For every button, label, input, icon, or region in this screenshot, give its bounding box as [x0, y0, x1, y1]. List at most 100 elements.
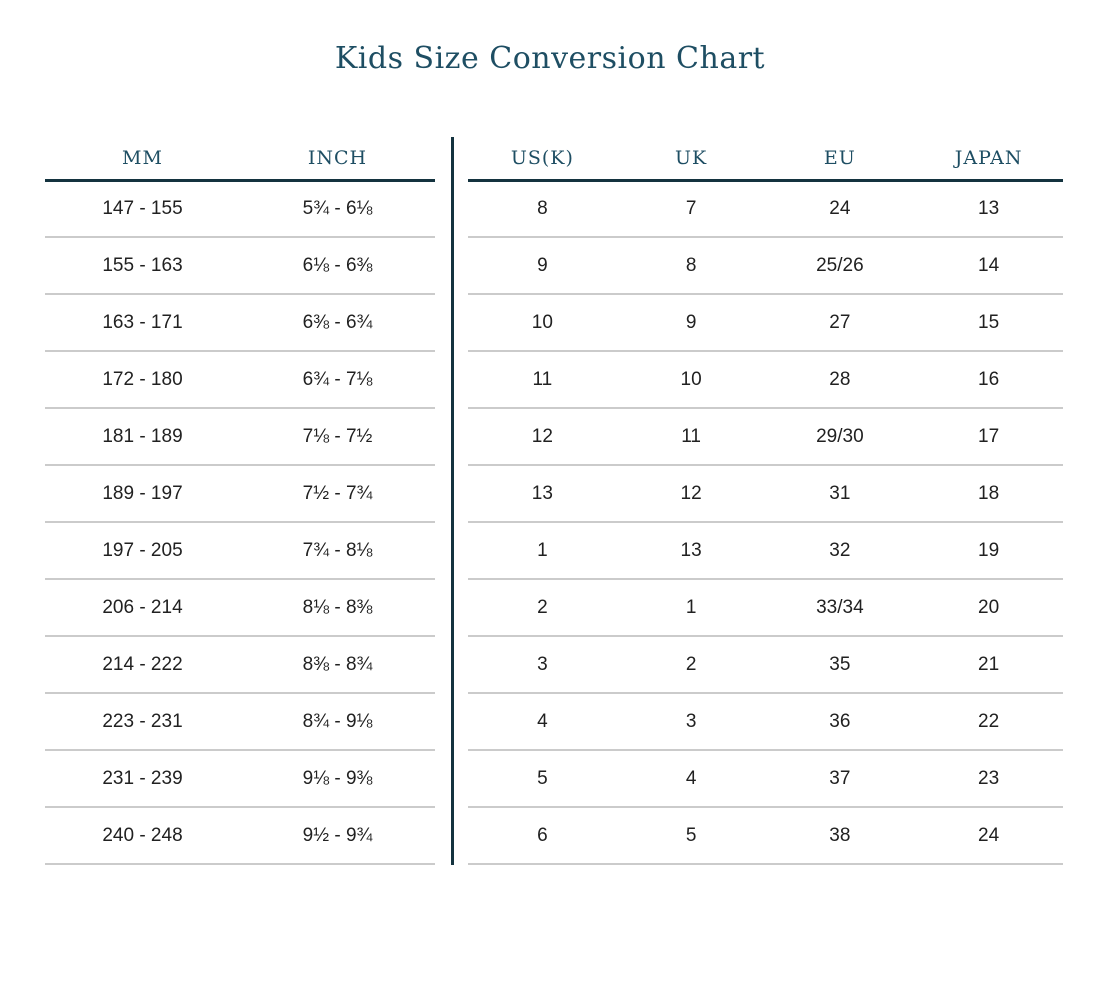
- column-header: US(K): [468, 137, 617, 182]
- table-cell: 22: [914, 693, 1063, 751]
- table-cell: 155 - 163: [45, 237, 240, 295]
- table-cell: 5¾ - 6⅛: [240, 180, 435, 238]
- table-row: 10 9 27 15: [468, 294, 1063, 352]
- table-cell: 12: [616, 465, 766, 523]
- table-cell: 2: [468, 579, 617, 637]
- table-cell: 231 - 239: [45, 750, 240, 808]
- table-cell: 147 - 155: [45, 180, 240, 238]
- table-cell: 8: [468, 180, 617, 238]
- table-row: 9 8 25/26 14: [468, 237, 1063, 295]
- table-cell: 13: [468, 465, 617, 523]
- table-row: 5 4 37 23: [468, 750, 1063, 808]
- table-cell: 32: [765, 522, 915, 580]
- table-row: 155 - 163 6⅛ - 6⅜: [45, 237, 435, 295]
- table-cell: 37: [765, 750, 915, 808]
- table-row: 13 12 31 18: [468, 465, 1063, 523]
- table-cell: 27: [765, 294, 915, 352]
- table-cell: 197 - 205: [45, 522, 240, 580]
- column-header: INCH: [240, 137, 435, 182]
- table-cell: 189 - 197: [45, 465, 240, 523]
- table-cell: 2: [616, 636, 766, 694]
- table-cell: 9½ - 9¾: [240, 807, 435, 865]
- table-row: 223 - 231 8¾ - 9⅛: [45, 693, 435, 751]
- international-sizes-table: US(K) UK EU JAPAN 8 7 24 13 9 8 25/26 14 10 9 27 15 11 1…: [468, 137, 1063, 865]
- table-cell: 23: [914, 750, 1063, 808]
- table-cell: 11: [616, 408, 766, 466]
- table-cell: 10: [616, 351, 766, 409]
- table-cell: 12: [468, 408, 617, 466]
- table-cell: 5: [616, 807, 766, 865]
- column-header: EU: [765, 137, 915, 182]
- table-row: 6 5 38 24: [468, 807, 1063, 865]
- table-row: 206 - 214 8⅛ - 8⅜: [45, 579, 435, 637]
- table-row: 231 - 239 9⅛ - 9⅜: [45, 750, 435, 808]
- table-cell: 206 - 214: [45, 579, 240, 637]
- tables-container: MM INCH 147 - 155 5¾ - 6⅛ 155 - 163 6⅛ - 6⅜ 1…: [45, 137, 1063, 865]
- table-cell: 35: [765, 636, 915, 694]
- table-row: 214 - 222 8⅜ - 8¾: [45, 636, 435, 694]
- table-row: 3 2 35 21: [468, 636, 1063, 694]
- table-cell: 172 - 180: [45, 351, 240, 409]
- table-row: 181 - 189 7⅛ - 7½: [45, 408, 435, 466]
- table-cell: 6⅜ - 6¾: [240, 294, 435, 352]
- international-sizes-table-body: 8 7 24 13 9 8 25/26 14 10 9 27 15 11 10 28 16 12 11 29/30 1…: [468, 180, 1063, 865]
- column-header: MM: [45, 137, 240, 182]
- table-row: 197 - 205 7¾ - 8⅛: [45, 522, 435, 580]
- table-row: 163 - 171 6⅜ - 6¾: [45, 294, 435, 352]
- table-cell: 1: [616, 579, 766, 637]
- table-cell: 19: [914, 522, 1063, 580]
- mm-inch-table-header: MM INCH: [45, 137, 435, 182]
- table-row: 147 - 155 5¾ - 6⅛: [45, 180, 435, 238]
- table-cell: 24: [914, 807, 1063, 865]
- table-cell: 36: [765, 693, 915, 751]
- mm-inch-table: MM INCH 147 - 155 5¾ - 6⅛ 155 - 163 6⅛ - 6⅜ 1…: [45, 137, 435, 865]
- table-cell: 7¾ - 8⅛: [240, 522, 435, 580]
- table-cell: 6⅛ - 6⅜: [240, 237, 435, 295]
- size-conversion-page: Kids Size Conversion Chart MM INCH 147 - …: [0, 38, 1100, 991]
- page-title: Kids Size Conversion Chart: [334, 41, 766, 76]
- table-cell: 3: [468, 636, 617, 694]
- table-cell: 214 - 222: [45, 636, 240, 694]
- table-cell: 8⅛ - 8⅜: [240, 579, 435, 637]
- table-cell: 8: [616, 237, 766, 295]
- table-cell: 38: [765, 807, 915, 865]
- table-cell: 31: [765, 465, 915, 523]
- table-cell: 25/26: [765, 237, 915, 295]
- table-cell: 6¾ - 7⅛: [240, 351, 435, 409]
- table-cell: 16: [914, 351, 1063, 409]
- table-cell: 13: [914, 180, 1063, 238]
- table-cell: 163 - 171: [45, 294, 240, 352]
- table-cell: 9: [616, 294, 766, 352]
- table-cell: 24: [765, 180, 915, 238]
- table-cell: 7: [616, 180, 766, 238]
- table-cell: 181 - 189: [45, 408, 240, 466]
- table-row: 172 - 180 6¾ - 7⅛: [45, 351, 435, 409]
- table-cell: 4: [616, 750, 766, 808]
- table-cell: 9: [468, 237, 617, 295]
- table-cell: 29/30: [765, 408, 915, 466]
- table-cell: 13: [616, 522, 766, 580]
- table-cell: 7½ - 7¾: [240, 465, 435, 523]
- table-cell: 1: [468, 522, 617, 580]
- table-row: 1 13 32 19: [468, 522, 1063, 580]
- table-cell: 240 - 248: [45, 807, 240, 865]
- table-row: 8 7 24 13: [468, 180, 1063, 238]
- table-cell: 21: [914, 636, 1063, 694]
- table-cell: 6: [468, 807, 617, 865]
- table-cell: 3: [616, 693, 766, 751]
- table-cell: 33/34: [765, 579, 915, 637]
- column-header: UK: [616, 137, 766, 182]
- table-row: 189 - 197 7½ - 7¾: [45, 465, 435, 523]
- international-sizes-table-header: US(K) UK EU JAPAN: [468, 137, 1063, 182]
- table-cell: 5: [468, 750, 617, 808]
- table-row: 4 3 36 22: [468, 693, 1063, 751]
- table-cell: 7⅛ - 7½: [240, 408, 435, 466]
- table-row: 12 11 29/30 17: [468, 408, 1063, 466]
- table-cell: 4: [468, 693, 617, 751]
- table-row: 240 - 248 9½ - 9¾: [45, 807, 435, 865]
- table-cell: 8⅜ - 8¾: [240, 636, 435, 694]
- table-cell: 15: [914, 294, 1063, 352]
- column-header: JAPAN: [914, 137, 1063, 182]
- table-cell: 8¾ - 9⅛: [240, 693, 435, 751]
- table-cell: 11: [468, 351, 617, 409]
